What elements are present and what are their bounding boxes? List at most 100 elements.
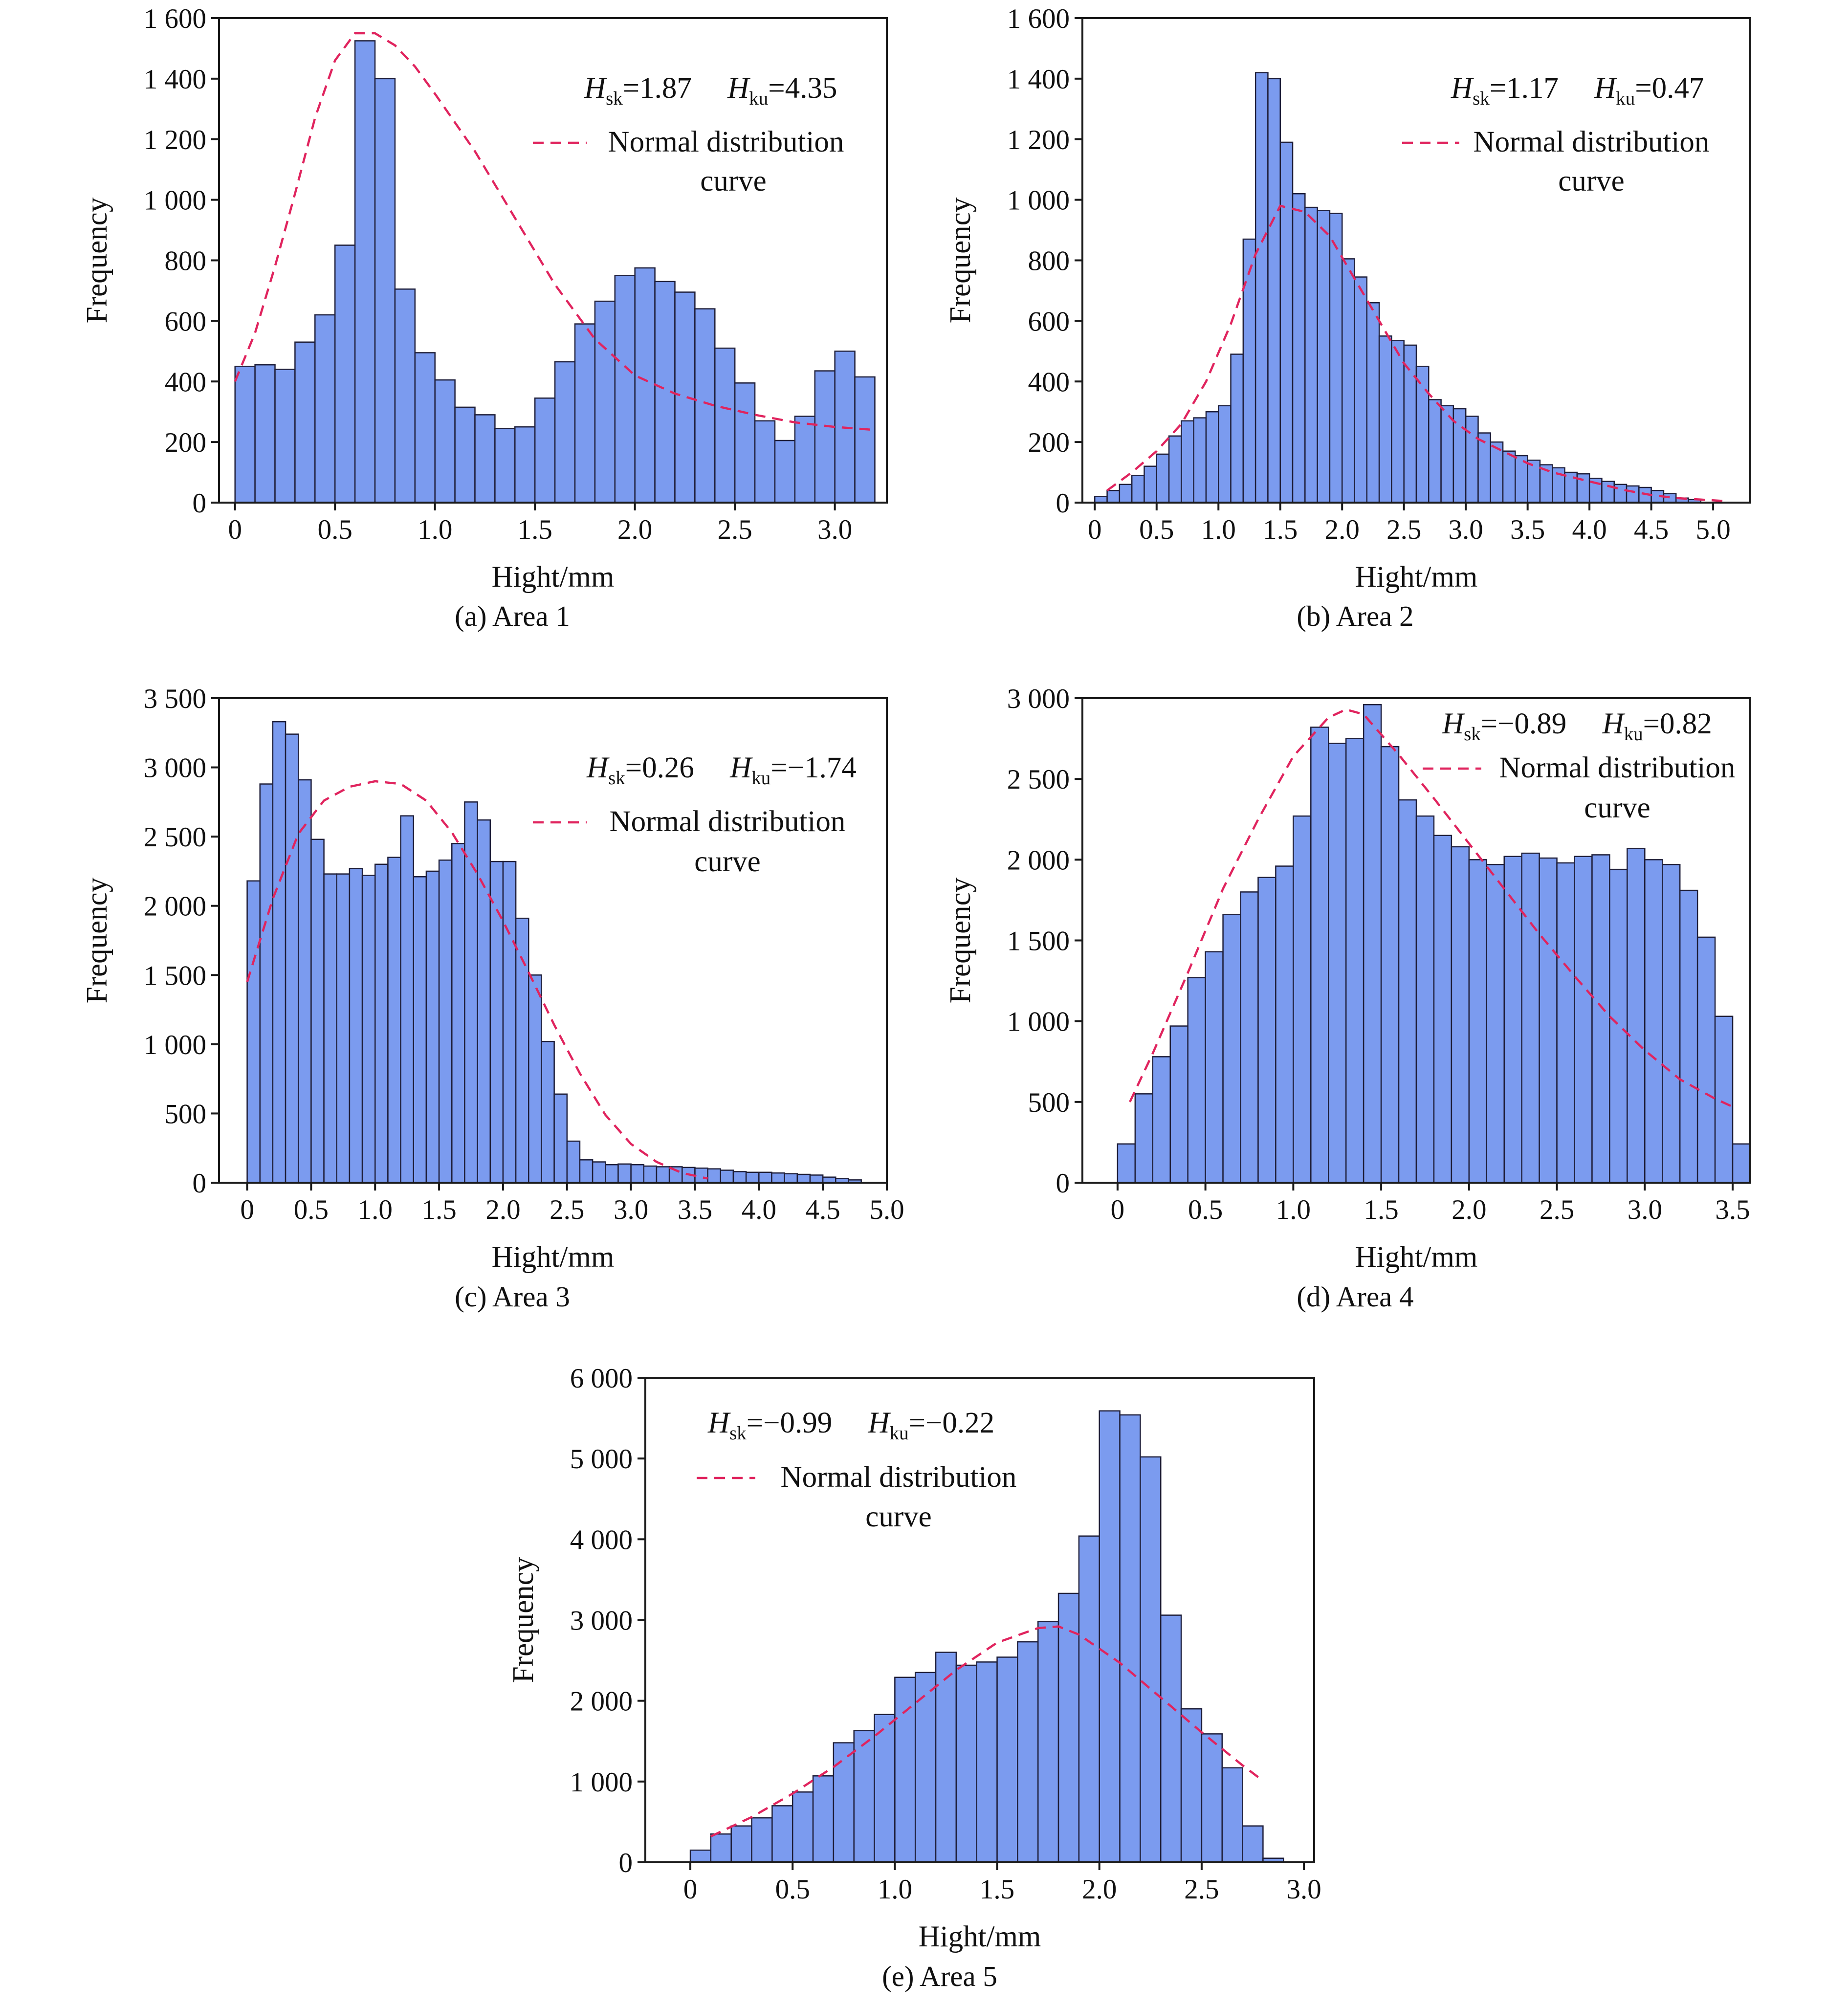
x-tick-label: 1.0	[358, 1194, 393, 1225]
x-tick-label: 5.0	[869, 1194, 904, 1225]
x-tick-label: 1.0	[1201, 514, 1236, 545]
x-tick-label: 4.5	[1634, 514, 1669, 545]
x-tick-label: 2.0	[1082, 1874, 1117, 1905]
histogram-bar	[336, 873, 351, 1184]
y-tick-label: 1 200	[144, 125, 206, 155]
histogram-bar	[1433, 835, 1452, 1184]
histogram-bar	[1181, 420, 1194, 504]
legend-label: Normal distribution	[781, 1461, 1017, 1494]
legend-label: curve	[700, 165, 766, 198]
x-tick-label: 1.0	[418, 514, 452, 545]
histogram-bar	[1380, 746, 1400, 1184]
histogram-bar	[1254, 72, 1269, 504]
y-tick-label: 400	[165, 367, 207, 397]
x-tick-label: 2.0	[485, 1194, 520, 1225]
histogram-bar	[1180, 1708, 1203, 1863]
histogram-bar	[734, 382, 756, 504]
histogram-bars	[689, 1410, 1284, 1863]
histogram-bar	[451, 843, 465, 1184]
panel-caption: (b) Area 2	[1297, 600, 1413, 632]
histogram-bar	[553, 1093, 568, 1184]
histogram-bar	[694, 1168, 708, 1184]
histogram-bar	[502, 860, 517, 1184]
histogram-bar	[1201, 1733, 1223, 1863]
y-tick-label: 2 500	[1007, 764, 1070, 795]
histogram-bar	[1403, 344, 1417, 504]
histogram-bar	[614, 275, 636, 504]
histogram-bar	[1477, 432, 1492, 504]
histogram-bar	[617, 1163, 632, 1184]
histogram-bar	[1131, 475, 1145, 504]
histogram-bar	[594, 300, 616, 504]
y-tick-label: 800	[165, 246, 207, 277]
x-tick-label: 3.0	[614, 1194, 648, 1225]
histogram-bar	[254, 364, 276, 504]
histogram-bar	[1152, 1056, 1171, 1184]
histogram-bar	[1169, 1025, 1188, 1184]
x-tick-label: 2.0	[1325, 514, 1360, 545]
histogram-bar	[414, 352, 436, 504]
legend-label: curve	[865, 1500, 931, 1533]
histogram-bar	[1156, 453, 1170, 504]
x-tick-label: 1.5	[1263, 514, 1298, 545]
x-tick-label: 0	[683, 1874, 698, 1905]
y-tick-label: 0	[193, 488, 207, 519]
histogram-bar	[1366, 302, 1380, 504]
histogram-bar	[1609, 868, 1628, 1184]
histogram-bars	[246, 721, 862, 1184]
histogram-bar	[656, 1166, 670, 1184]
legend-label: Normal distribution	[608, 126, 844, 158]
plot-frame	[218, 697, 888, 1184]
y-axis-label: Frequency	[944, 197, 977, 323]
y-tick-label: 3 500	[144, 684, 206, 714]
chart-panel-4: 0 0.5 1.0 1.5 2.0 2.5 3.0 3.5 0 500 1 000 1 500 2 00…	[944, 684, 1751, 1313]
histogram-bar	[554, 361, 576, 504]
histogram-bar	[354, 40, 376, 504]
histogram-bar	[272, 721, 286, 1184]
x-tick-label: 3.5	[678, 1194, 712, 1225]
histogram-bar	[297, 779, 312, 1184]
histogram-bar	[294, 341, 316, 504]
legend-label: curve	[1584, 792, 1650, 824]
histogram-bar	[1626, 485, 1640, 504]
x-tick-label: 1.5	[421, 1194, 456, 1225]
histogram-bar	[1490, 441, 1504, 504]
histogram-bar	[310, 838, 325, 1184]
y-tick-label: 0	[619, 1848, 633, 1878]
x-tick-label: 2.5	[1386, 514, 1421, 545]
histogram-bar	[1465, 416, 1479, 504]
histogram-bar	[1601, 481, 1615, 504]
histogram-bar	[1168, 435, 1182, 504]
histogram-bar	[894, 1676, 916, 1863]
y-tick-label: 2 500	[144, 822, 206, 853]
panel-caption: (a) Area 1	[455, 600, 570, 632]
histogram-bar	[566, 1140, 581, 1184]
histogram-bar	[1415, 815, 1435, 1184]
x-tick-label: 0.5	[775, 1874, 810, 1905]
histogram-bar	[1017, 1641, 1039, 1863]
histogram-bar	[1119, 484, 1133, 504]
histogram-bar	[754, 420, 776, 504]
x-tick-label: 0.5	[294, 1194, 329, 1225]
histogram-bar	[1341, 258, 1355, 504]
histogram-bar	[812, 1775, 835, 1863]
histogram-bar	[1363, 704, 1382, 1184]
legend-label: curve	[694, 845, 760, 878]
histogram-bar	[1134, 1093, 1154, 1184]
y-axis-label: Frequency	[507, 1557, 540, 1683]
x-axis-label: Hight/mm	[1355, 1241, 1478, 1274]
y-tick-label: 500	[165, 1099, 207, 1129]
histogram-bar	[1627, 847, 1646, 1184]
skewness-kurtosis-annotation: Hsk=1.87 Hku=4.35	[584, 72, 837, 109]
histogram-bar	[714, 347, 736, 504]
y-tick-label: 1 400	[1007, 64, 1070, 95]
panel-caption: (d) Area 4	[1297, 1280, 1413, 1313]
x-tick-label: 0.5	[1188, 1194, 1223, 1225]
histogram-bar	[400, 815, 415, 1184]
histogram-bar	[1317, 210, 1331, 504]
histogram-bar	[438, 860, 453, 1184]
y-tick-label: 1 500	[144, 960, 206, 991]
histogram-bar	[374, 863, 389, 1184]
histogram-bar	[454, 406, 476, 504]
y-axis-label: Frequency	[944, 877, 977, 1003]
